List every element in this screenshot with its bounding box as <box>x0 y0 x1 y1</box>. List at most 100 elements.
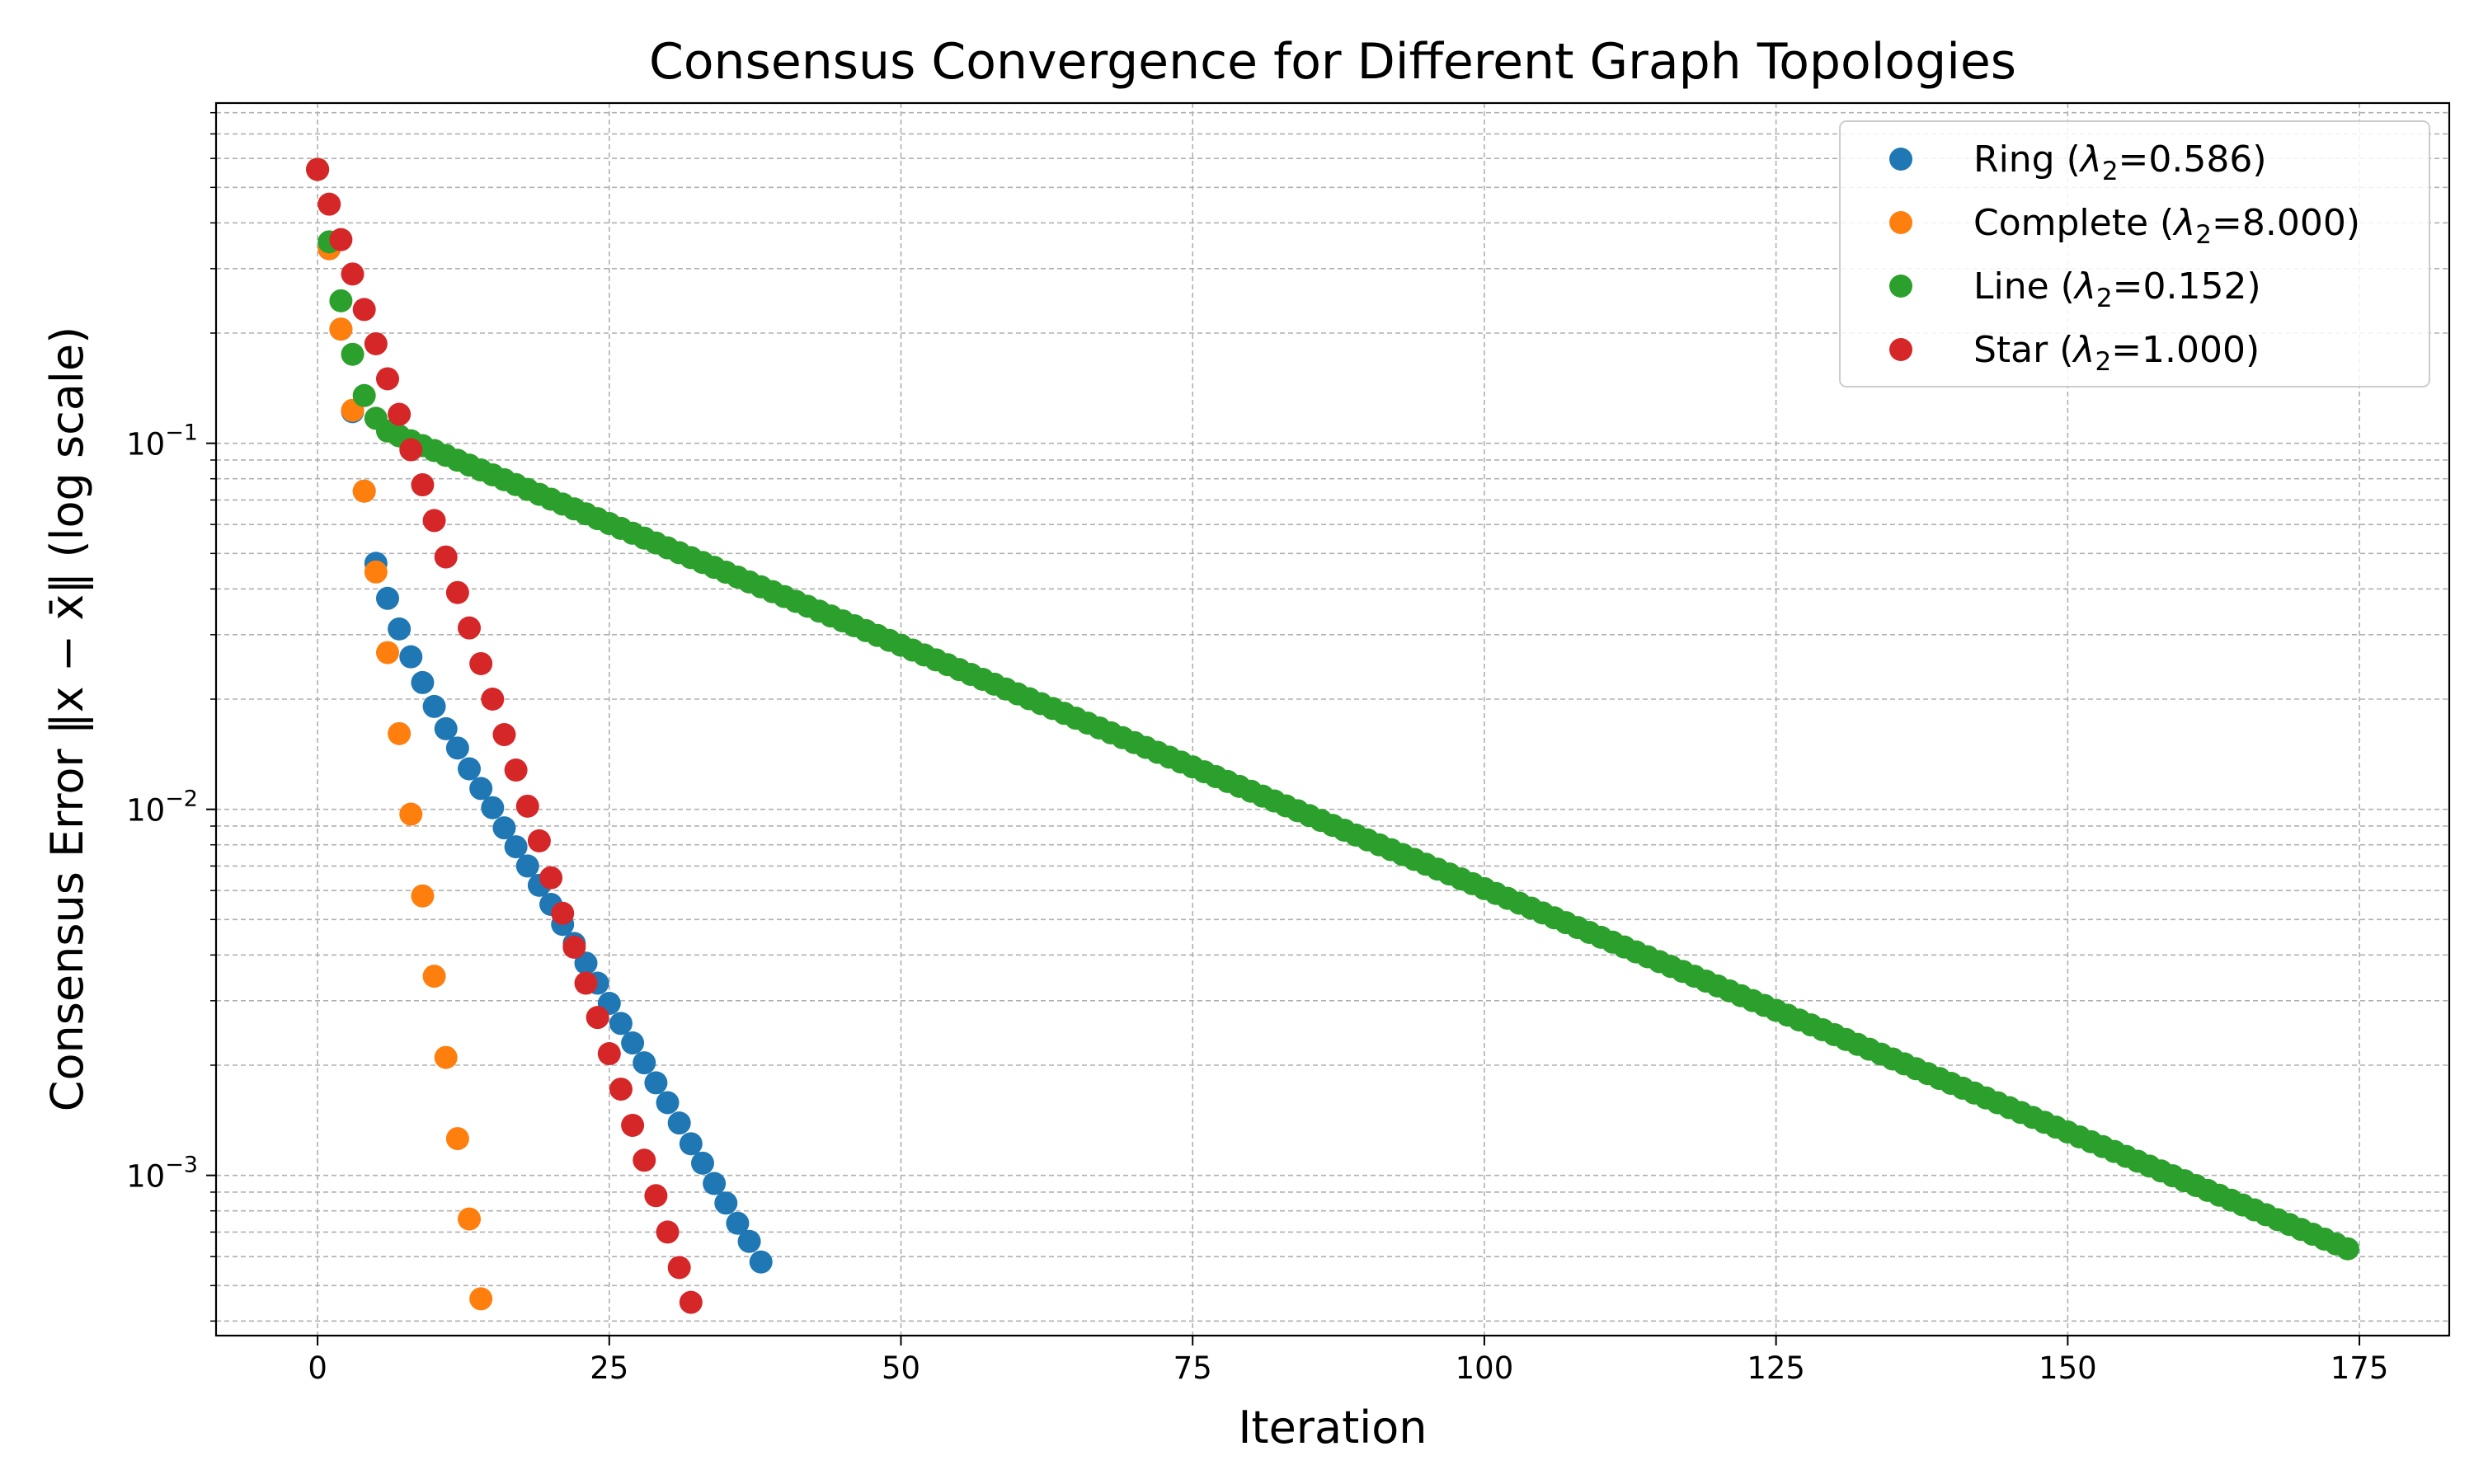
star-point <box>656 1220 680 1244</box>
complete-point <box>375 641 399 665</box>
legend-label-star: Star (λ2=1.000) <box>1973 329 2260 377</box>
x-axis-label: Iteration <box>1238 1402 1427 1453</box>
star-point <box>644 1184 668 1208</box>
star-point <box>388 402 412 426</box>
y-tick-base: 10 <box>126 427 165 463</box>
complete-point <box>364 560 388 584</box>
y-tick-exponent: −3 <box>165 1153 198 1178</box>
star-point <box>504 758 528 782</box>
star-point <box>515 794 539 818</box>
legend-label-ring: Ring (λ2=0.586) <box>1973 139 2267 186</box>
ring-point <box>492 816 516 840</box>
complete-point <box>388 721 412 745</box>
legend-lambda-symbol: λ <box>2079 139 2102 181</box>
ring-point <box>726 1211 750 1235</box>
line-point <box>329 289 353 312</box>
star-point <box>317 192 341 216</box>
ring-point <box>609 1012 633 1036</box>
ring-point <box>667 1111 691 1135</box>
legend-lambda-subscript: 2 <box>2102 157 2119 186</box>
complete-point <box>458 1207 482 1231</box>
star-point <box>434 545 458 569</box>
ring-point <box>644 1071 668 1095</box>
ring-point <box>411 670 435 694</box>
series-star <box>306 157 703 1314</box>
star-point <box>621 1113 645 1137</box>
x-tick-label: 0 <box>308 1350 327 1386</box>
complete-point <box>445 1127 469 1151</box>
legend-marker-complete <box>1889 211 1912 234</box>
star-point <box>551 901 575 925</box>
legend-series-name: Ring ( <box>1973 139 2081 181</box>
legend-lambda-symbol: λ <box>2073 265 2096 308</box>
star-point <box>527 829 551 852</box>
ring-point <box>574 951 598 975</box>
y-tick-exponent: −2 <box>165 787 198 812</box>
legend-series-name: Line ( <box>1973 265 2075 308</box>
legend-lambda-value: =0.586) <box>2119 139 2267 181</box>
ring-point <box>679 1132 703 1156</box>
ring-point <box>656 1091 680 1115</box>
x-tick-label: 75 <box>1174 1350 1212 1386</box>
star-point <box>633 1148 656 1172</box>
legend-series-name: Complete ( <box>1973 202 2174 244</box>
x-tick-label: 50 <box>882 1350 920 1386</box>
complete-point <box>352 479 376 503</box>
line-point <box>2335 1237 2359 1261</box>
ring-point <box>445 736 469 760</box>
ring-point <box>737 1229 761 1253</box>
ring-point <box>515 854 539 878</box>
y-tick-label: 10−1 <box>126 420 198 463</box>
ring-point <box>714 1191 738 1215</box>
star-point <box>341 262 365 286</box>
legend-lambda-symbol: λ <box>2072 329 2095 371</box>
legend-lambda-value: =1.000) <box>2111 329 2260 371</box>
star-point <box>364 331 388 355</box>
ring-point <box>481 796 505 819</box>
chart-title: Consensus Convergence for Different Grap… <box>649 33 2016 91</box>
star-point <box>679 1290 703 1314</box>
line-point <box>341 342 365 366</box>
ring-point <box>633 1051 656 1075</box>
ring-point <box>621 1031 645 1055</box>
ring-point <box>422 694 446 718</box>
star-point <box>445 580 469 604</box>
complete-point <box>422 965 446 989</box>
star-point <box>597 1042 621 1066</box>
star-point <box>586 1006 609 1030</box>
marker-layer <box>306 157 2359 1314</box>
x-tick-label: 100 <box>1456 1350 1514 1386</box>
star-point <box>481 688 505 711</box>
y-axis-label-text: Consensus Error ‖x − x̄‖ (log scale) <box>41 326 93 1111</box>
ring-point <box>375 586 399 610</box>
star-point <box>469 651 493 675</box>
x-tick-label: 25 <box>590 1350 628 1386</box>
star-point <box>609 1078 633 1101</box>
legend-lambda-subscript: 2 <box>2096 284 2113 313</box>
y-tick-label: 10−2 <box>126 787 198 829</box>
x-tick-label: 150 <box>2039 1350 2097 1386</box>
line-point <box>352 383 376 407</box>
complete-point <box>411 884 435 908</box>
legend-marker-star <box>1889 338 1912 361</box>
legend-label-line: Line (λ2=0.152) <box>1973 265 2261 313</box>
legend-box <box>1839 120 2430 387</box>
star-point <box>574 971 598 995</box>
x-tick-label: 125 <box>1747 1350 1805 1386</box>
star-point <box>352 298 376 322</box>
ring-point <box>458 757 482 781</box>
star-point <box>375 367 399 391</box>
ring-point <box>388 617 412 641</box>
legend-lambda-value: =8.000) <box>2212 202 2360 244</box>
ring-point <box>749 1250 773 1274</box>
legend: Ring (λ2=0.586)Complete (λ2=8.000)Line (… <box>1839 120 2430 387</box>
star-point <box>422 509 446 533</box>
y-axis-label: Consensus Error ‖x − x̄‖ (log scale) <box>41 326 93 1111</box>
ring-point <box>434 716 458 740</box>
star-point <box>667 1256 691 1280</box>
legend-marker-line <box>1889 275 1912 298</box>
legend-lambda-symbol: λ <box>2172 202 2195 244</box>
star-point <box>329 228 353 251</box>
legend-lambda-subscript: 2 <box>2195 220 2212 250</box>
